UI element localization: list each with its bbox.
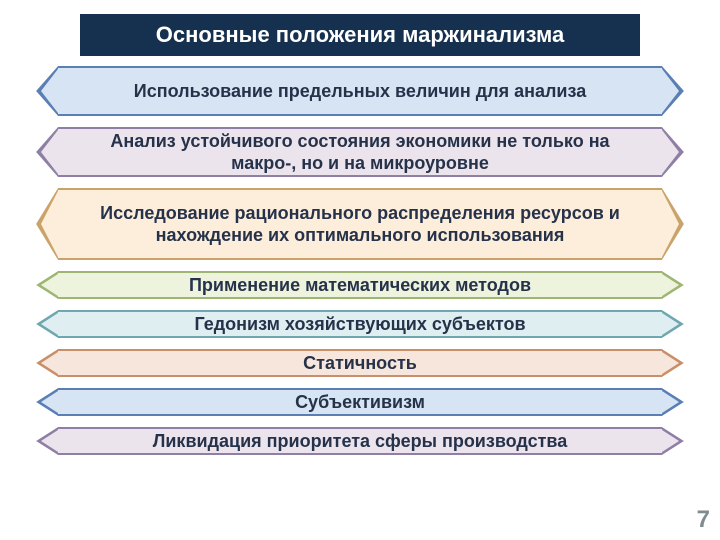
item-row: Субъективизм	[36, 388, 684, 416]
hex-cap-left	[36, 427, 58, 455]
hex-cap-left	[36, 349, 58, 377]
item-label: Применение математических методов	[58, 271, 662, 299]
item-label: Использование предельных величин для ана…	[58, 66, 662, 116]
item-row: Исследование рационального распределения…	[36, 188, 684, 260]
item-row: Анализ устойчивого состояния экономики н…	[36, 127, 684, 177]
item-label: Гедонизм хозяйствующих субъектов	[58, 310, 662, 338]
page-number: 7	[697, 506, 710, 534]
hex-cap-right	[662, 127, 684, 177]
hex-cap-left	[36, 66, 58, 116]
item-label: Ликвидация приоритета сферы производства	[58, 427, 662, 455]
item-row: Статичность	[36, 349, 684, 377]
item-row: Ликвидация приоритета сферы производства	[36, 427, 684, 455]
item-row: Использование предельных величин для ана…	[36, 66, 684, 116]
hex-cap-right	[662, 271, 684, 299]
slide-title: Основные положения маржинализма	[80, 14, 640, 56]
hex-cap-right	[662, 349, 684, 377]
hex-cap-right	[662, 310, 684, 338]
slide: Основные положения маржинализма Использо…	[0, 0, 720, 540]
items-list: Использование предельных величин для ана…	[36, 66, 684, 455]
hex-cap-right	[662, 66, 684, 116]
hex-cap-right	[662, 188, 684, 260]
hex-cap-left	[36, 388, 58, 416]
hex-cap-right	[662, 427, 684, 455]
item-label: Субъективизм	[58, 388, 662, 416]
item-row: Гедонизм хозяйствующих субъектов	[36, 310, 684, 338]
hex-cap-left	[36, 188, 58, 260]
item-label: Статичность	[58, 349, 662, 377]
hex-cap-left	[36, 271, 58, 299]
item-label: Исследование рационального распределения…	[58, 188, 662, 260]
item-label: Анализ устойчивого состояния экономики н…	[58, 127, 662, 177]
hex-cap-left	[36, 310, 58, 338]
hex-cap-left	[36, 127, 58, 177]
hex-cap-right	[662, 388, 684, 416]
item-row: Применение математических методов	[36, 271, 684, 299]
